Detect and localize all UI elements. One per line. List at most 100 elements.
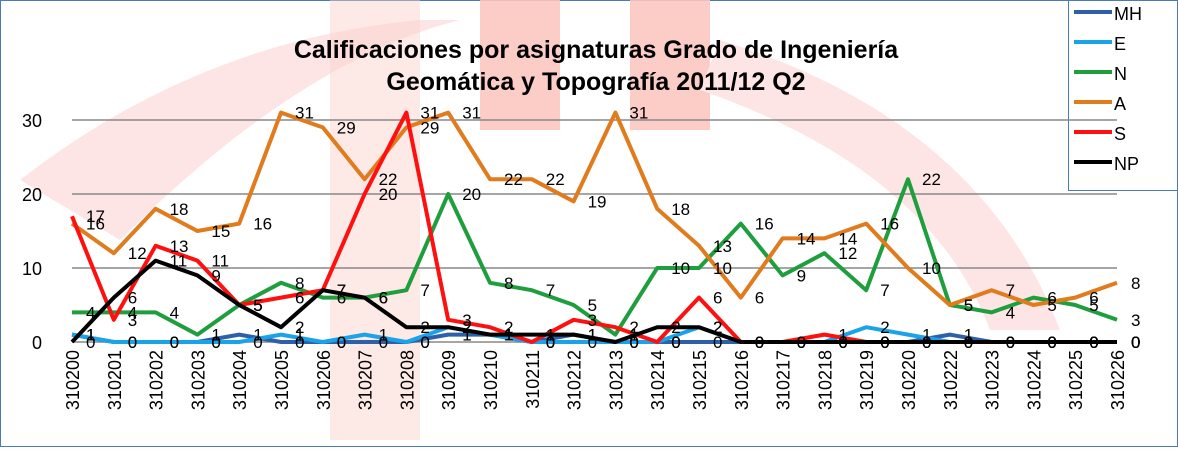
data-label: 31 bbox=[629, 104, 648, 123]
data-label: 0 bbox=[880, 333, 889, 352]
data-label: 0 bbox=[128, 333, 137, 352]
data-label: 1 bbox=[86, 326, 95, 345]
data-label: 0 bbox=[964, 333, 973, 352]
data-label: 13 bbox=[713, 237, 732, 256]
data-label: 29 bbox=[420, 118, 439, 137]
data-label: 0 bbox=[755, 333, 764, 352]
data-label: 8 bbox=[295, 274, 304, 293]
data-label: 5 bbox=[253, 296, 262, 315]
y-tick-label: 10 bbox=[22, 259, 42, 279]
data-label: 0 bbox=[295, 333, 304, 352]
data-label: 1 bbox=[588, 326, 597, 345]
data-label: 0 bbox=[337, 333, 346, 352]
data-label: 2 bbox=[671, 318, 680, 337]
data-label: 0 bbox=[755, 333, 764, 352]
data-label: 2 bbox=[462, 318, 471, 337]
data-label: 7 bbox=[1006, 281, 1015, 300]
data-label: 1 bbox=[504, 326, 513, 345]
data-label: 31 bbox=[420, 104, 439, 123]
data-label: 16 bbox=[253, 215, 272, 234]
data-label: 0 bbox=[629, 333, 638, 352]
data-label: 8 bbox=[504, 274, 513, 293]
data-label: 12 bbox=[838, 244, 857, 263]
data-label: 4 bbox=[1006, 303, 1015, 322]
data-label: 0 bbox=[546, 333, 555, 352]
x-tick-label: 310219 bbox=[857, 350, 877, 410]
data-label: 9 bbox=[211, 266, 220, 285]
data-label: 6 bbox=[379, 289, 388, 308]
data-label: 0 bbox=[128, 333, 137, 352]
data-label: 2 bbox=[462, 318, 471, 337]
legend-label: E bbox=[1114, 34, 1126, 54]
data-label: 18 bbox=[170, 200, 189, 219]
data-label: 1 bbox=[462, 326, 471, 345]
x-tick-label: 310224 bbox=[1024, 350, 1044, 410]
data-label: 0 bbox=[838, 333, 847, 352]
data-label: 2 bbox=[713, 318, 722, 337]
data-label: 0 bbox=[211, 333, 220, 352]
data-label: 6 bbox=[379, 289, 388, 308]
x-tick-label: 310206 bbox=[314, 350, 334, 410]
data-label: 0 bbox=[1006, 333, 1015, 352]
data-label: 1 bbox=[253, 326, 262, 345]
x-tick-label: 310202 bbox=[147, 350, 167, 410]
legend-label: N bbox=[1114, 64, 1127, 84]
x-tick-label: 310208 bbox=[397, 350, 417, 410]
data-label: 7 bbox=[880, 281, 889, 300]
data-label: 0 bbox=[1047, 333, 1056, 352]
data-label: 0 bbox=[1089, 333, 1098, 352]
data-label: 0 bbox=[755, 333, 764, 352]
x-tick-label: 310210 bbox=[481, 350, 501, 410]
data-label: 0 bbox=[1047, 333, 1056, 352]
data-label: 2 bbox=[420, 318, 429, 337]
chart-title: Calificaciones por asignaturas Grado de … bbox=[294, 36, 899, 64]
data-label: 19 bbox=[588, 192, 607, 211]
data-label: 0 bbox=[211, 333, 220, 352]
data-label: 1 bbox=[86, 326, 95, 345]
data-label: 11 bbox=[211, 252, 229, 271]
data-label: 1 bbox=[211, 326, 220, 345]
data-label: 10 bbox=[671, 259, 690, 278]
data-label: 1 bbox=[379, 326, 388, 345]
data-label: 5 bbox=[1089, 296, 1098, 315]
data-label: 10 bbox=[922, 259, 941, 278]
data-label: 0 bbox=[797, 333, 806, 352]
data-label: 0 bbox=[797, 333, 806, 352]
data-label: 20 bbox=[379, 185, 398, 204]
data-label: 2 bbox=[295, 318, 304, 337]
data-label: 1 bbox=[295, 326, 304, 345]
chart-title: Geomática y Topografía 2011/12 Q2 bbox=[386, 68, 805, 96]
x-tick-label: 310215 bbox=[690, 350, 710, 410]
x-tick-label: 310205 bbox=[272, 350, 292, 410]
data-label: 6 bbox=[128, 289, 137, 308]
data-label: 0 bbox=[671, 333, 680, 352]
data-label: 0 bbox=[880, 333, 889, 352]
data-label: 1 bbox=[504, 326, 513, 345]
data-label: 16 bbox=[86, 215, 105, 234]
series-line bbox=[70, 258, 1117, 344]
data-label: 1 bbox=[629, 326, 638, 345]
data-label: 0 bbox=[838, 333, 847, 352]
legend-label: A bbox=[1114, 94, 1126, 114]
data-label: 0 bbox=[629, 333, 638, 352]
data-label: 10 bbox=[713, 259, 732, 278]
data-label: 4 bbox=[86, 303, 95, 322]
x-tick-label: 310204 bbox=[230, 350, 250, 410]
data-label: 0 bbox=[629, 333, 638, 352]
data-label: 0 bbox=[1006, 333, 1015, 352]
x-tick-label: 310216 bbox=[732, 350, 752, 410]
data-label: 18 bbox=[671, 200, 690, 219]
x-tick-label: 310209 bbox=[439, 350, 459, 410]
data-label: 0 bbox=[1089, 333, 1098, 352]
data-label: 5 bbox=[253, 296, 262, 315]
data-label: 0 bbox=[1131, 333, 1140, 352]
data-label: 0 bbox=[1047, 333, 1056, 352]
data-label: 4 bbox=[128, 303, 137, 322]
data-label: 20 bbox=[462, 185, 481, 204]
data-label: 29 bbox=[337, 118, 356, 137]
x-tick-label: 310225 bbox=[1066, 350, 1086, 410]
data-label: 31 bbox=[462, 104, 481, 123]
data-label: 2 bbox=[713, 318, 722, 337]
data-label: 2 bbox=[880, 318, 889, 337]
data-label: 0 bbox=[1006, 333, 1015, 352]
